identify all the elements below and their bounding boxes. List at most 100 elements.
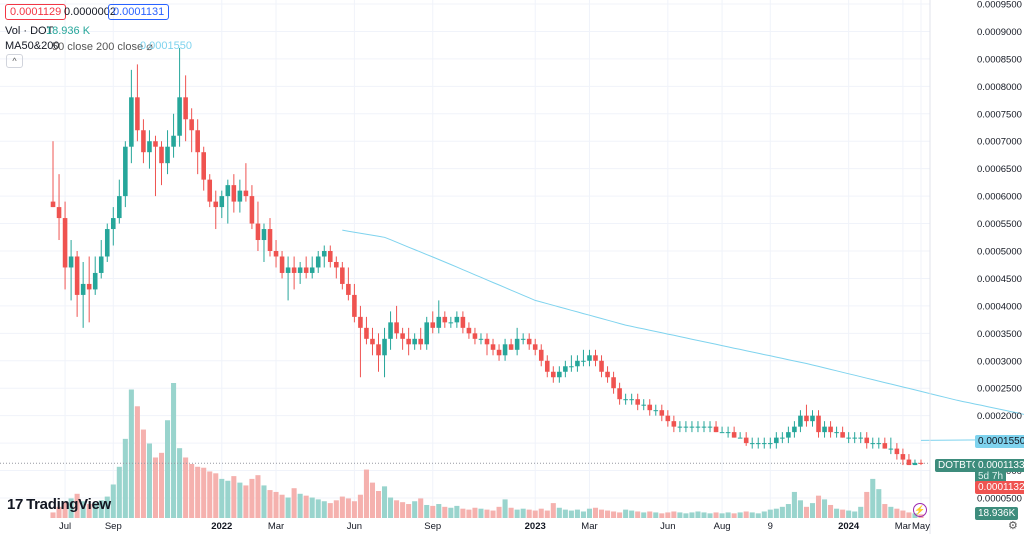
candle-body [768, 443, 773, 445]
candle-body [544, 360, 550, 372]
candle-body [882, 443, 888, 449]
volume-bar [605, 510, 611, 518]
volume-bar [165, 420, 171, 518]
candle-body [906, 459, 912, 466]
gear-icon[interactable]: ⚙ [1008, 520, 1018, 532]
volume-bar [315, 499, 321, 518]
volume-bar [490, 510, 496, 518]
candle-body [400, 333, 405, 339]
candle-body [822, 426, 827, 433]
candle-body [237, 190, 243, 202]
candle-body [647, 404, 653, 411]
price-tick-label: 0.0006000 [977, 192, 1022, 203]
candle-body [713, 426, 719, 433]
candle-body [532, 344, 538, 350]
candle-body [725, 432, 731, 434]
volume-bar [707, 513, 713, 518]
volume-bar [177, 448, 183, 518]
volume-bar [297, 493, 303, 518]
volume-bar [231, 476, 237, 518]
candle-body [749, 443, 755, 445]
candle-body [864, 437, 870, 444]
ask-price[interactable]: 0.0001131 [108, 4, 170, 20]
candle-body [159, 146, 164, 164]
candle-body [894, 448, 900, 455]
time-tick-label: Sep [105, 521, 122, 532]
volume-bar [815, 495, 822, 518]
candle-body [104, 229, 110, 257]
candle-body [334, 261, 339, 268]
volume-bar [448, 507, 454, 518]
volume-bar [195, 466, 201, 518]
volume-bar [201, 467, 207, 518]
volume-bar [183, 457, 189, 518]
candle-body [731, 432, 737, 438]
price-tick-label: 0.0002000 [977, 411, 1022, 422]
candle-body [719, 432, 725, 434]
candle-body [297, 267, 303, 273]
volume-bar [731, 513, 737, 518]
volume-bar [243, 485, 249, 518]
volume-bar [122, 438, 128, 518]
candle-body [472, 333, 478, 339]
candle-body [273, 251, 279, 257]
candle-body [575, 360, 580, 367]
candle-body [110, 218, 116, 230]
volume-bar [743, 511, 749, 518]
candle-body [74, 256, 80, 295]
candles [50, 47, 924, 466]
ma-settings: 50 close 200 close ⌀ [52, 40, 153, 53]
logo-text: TradingView [26, 496, 111, 513]
time-scale[interactable]: Jul Sep 2022 Mar Jun Sep 2023 Mar Jun Aug 9 2024 Mar… [59, 521, 930, 532]
lightning-icon[interactable]: ⚡ [913, 503, 927, 517]
candle-body [551, 371, 556, 378]
volume-bar [809, 503, 816, 518]
candle-body [804, 415, 809, 422]
volume-bar [755, 513, 761, 518]
collapse-legend-button[interactable]: ^ [6, 54, 23, 68]
volume-bar [514, 509, 520, 518]
candle-body [557, 371, 562, 378]
candle-body [279, 256, 285, 273]
candle-body [689, 426, 695, 428]
volume-bar [478, 508, 484, 518]
candle-body [406, 338, 411, 345]
candle-body [177, 97, 182, 136]
price-tick-label: 0.0005000 [977, 247, 1022, 258]
time-tick-label: Jun [660, 521, 675, 532]
candle-body [918, 462, 924, 464]
volume-bar [225, 480, 231, 518]
volume-bar [50, 512, 56, 518]
volume-bar [689, 512, 695, 518]
volume-bar [568, 510, 574, 518]
volume-bar [659, 513, 665, 518]
candle-body [611, 377, 616, 389]
candle-body [526, 338, 532, 345]
volume-bar [629, 510, 635, 518]
time-tick-label: Jul [59, 521, 71, 532]
candle-body [448, 322, 454, 324]
volume-bar [321, 501, 327, 518]
price-scale[interactable]: 0.0009500 0.0009000 0.0008500 0.0008000 0.00… [929, 0, 1022, 534]
volume-tag: 18.936K [975, 507, 1019, 520]
volume-bar [484, 509, 490, 518]
tradingview-logo[interactable]: 17 TradingView [7, 496, 111, 513]
volume-bar [526, 509, 532, 518]
volume-bar [110, 484, 116, 518]
time-tick-label: 2023 [525, 521, 546, 532]
volume-bar [713, 512, 719, 518]
volume-bar [291, 488, 297, 518]
volume-bar [665, 512, 671, 518]
candle-body [701, 426, 707, 428]
candle-body [737, 437, 743, 439]
bid-price[interactable]: 0.0001129 [5, 4, 67, 20]
price-tick-label: 0.0009500 [977, 0, 1022, 11]
candle-body [460, 316, 466, 328]
candle-body [231, 185, 237, 202]
candle-body [129, 97, 134, 147]
candle-body [98, 256, 104, 273]
volume-bar [532, 510, 538, 518]
candle-body [123, 146, 128, 197]
volume-bar [550, 503, 556, 518]
